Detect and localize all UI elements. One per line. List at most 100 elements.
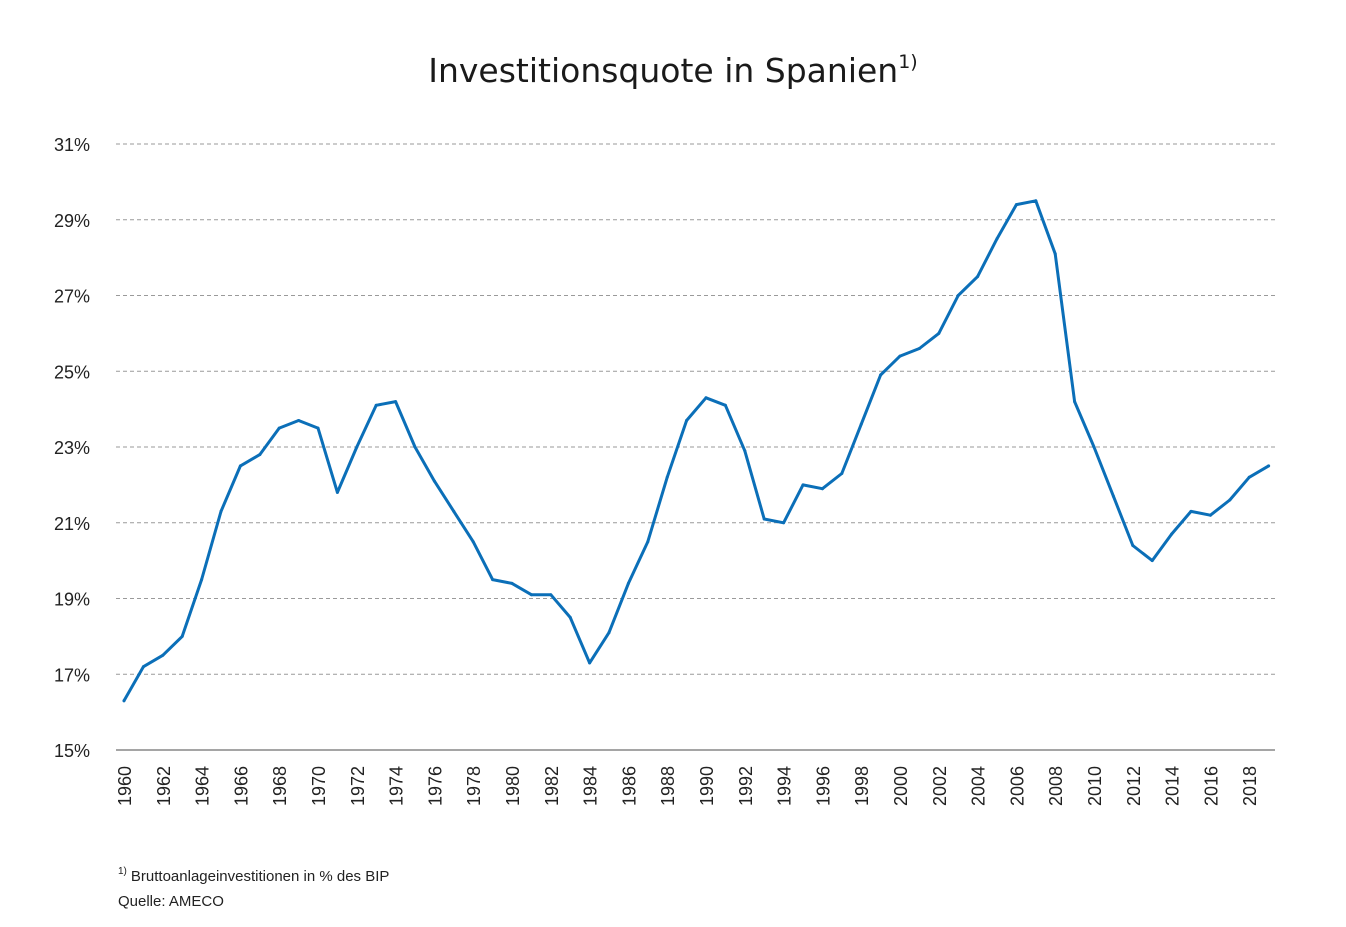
data-point — [1053, 252, 1057, 256]
data-point — [491, 578, 495, 582]
data-point — [510, 581, 514, 585]
data-point — [956, 294, 960, 297]
y-tick-label: 15% — [54, 741, 90, 761]
y-tick-label: 23% — [54, 438, 90, 458]
x-tick-label: 2006 — [1007, 766, 1027, 806]
data-point — [1247, 475, 1251, 479]
data-point — [432, 479, 436, 483]
data-point — [219, 509, 223, 513]
data-point — [1073, 400, 1077, 404]
y-tick-label: 31% — [54, 135, 90, 155]
data-point — [588, 661, 592, 665]
footnote-text: Bruttoanlageinvestitionen in % des BIP — [131, 868, 390, 885]
data-point — [782, 521, 786, 525]
x-tick-label: 1994 — [775, 766, 795, 806]
x-tick-label: 1996 — [813, 766, 833, 806]
data-point — [762, 517, 766, 521]
y-tick-label: 27% — [54, 287, 90, 307]
data-point — [1092, 445, 1096, 449]
data-point — [1034, 199, 1038, 203]
data-point — [568, 615, 572, 619]
data-point — [180, 634, 184, 638]
x-tick-label: 1972 — [348, 766, 368, 806]
data-point — [1189, 509, 1193, 513]
x-tick-label: 1980 — [503, 766, 523, 806]
data-point — [452, 509, 456, 513]
data-point — [316, 426, 320, 430]
x-tick-label: 1990 — [697, 766, 717, 806]
data-point — [607, 631, 611, 635]
y-tick-label: 21% — [54, 514, 90, 534]
data-point — [1267, 464, 1271, 468]
y-axis-ticks: 15% 17% 19% 21% 23% 25% 27% 29% 31% — [54, 135, 90, 761]
data-point — [394, 400, 398, 404]
data-point — [413, 445, 417, 449]
data-point — [161, 653, 165, 657]
data-point — [141, 665, 145, 669]
data-point — [1228, 498, 1232, 502]
x-tick-label: 1962 — [154, 766, 174, 806]
data-point — [529, 593, 533, 597]
footnote-marker: 1) — [118, 866, 127, 877]
x-tick-label: 1982 — [542, 766, 562, 806]
data-point — [258, 453, 262, 457]
x-tick-label: 1998 — [852, 766, 872, 806]
x-tick-label: 1984 — [581, 766, 601, 806]
data-point — [1111, 494, 1115, 498]
data-point — [995, 237, 999, 241]
data-point — [665, 475, 669, 479]
data-point — [801, 483, 805, 487]
x-tick-label: 1966 — [231, 766, 251, 806]
data-point — [859, 422, 863, 426]
x-tick-label: 1986 — [619, 766, 639, 806]
data-point — [200, 578, 204, 582]
data-point — [1131, 544, 1135, 547]
x-tick-label: 1970 — [309, 766, 329, 806]
chart-title-group: Investitionsquote in Spanien1) — [428, 51, 917, 90]
data-point — [549, 593, 553, 597]
data-point — [122, 699, 126, 703]
x-tick-label: 2002 — [930, 766, 950, 806]
data-point — [374, 403, 378, 407]
chart-title: Investitionsquote in Spanien — [428, 51, 898, 90]
data-point — [704, 396, 708, 400]
x-tick-label: 1976 — [425, 766, 445, 806]
x-tick-label: 1974 — [387, 766, 407, 806]
x-tick-label: 1978 — [464, 766, 484, 806]
x-tick-label: 2012 — [1124, 766, 1144, 806]
data-point — [626, 581, 630, 585]
chart-title-superscript: 1) — [898, 51, 918, 73]
series-layer — [122, 199, 1271, 703]
data-point — [820, 487, 824, 491]
x-tick-label: 2010 — [1085, 766, 1105, 806]
data-point — [1170, 532, 1174, 536]
data-point — [976, 275, 980, 279]
x-axis-ticks: 1960 1962 1964 1966 1968 1970 1972 1974 1976 1978… — [115, 766, 1260, 806]
footnote-source: Quelle: AMECO — [118, 893, 224, 910]
x-tick-label: 2004 — [969, 766, 989, 806]
data-point — [898, 354, 902, 358]
data-point — [1014, 203, 1018, 207]
x-tick-label: 2016 — [1201, 766, 1221, 806]
data-point — [937, 331, 941, 335]
y-tick-label: 29% — [54, 211, 90, 231]
x-tick-label: 1992 — [736, 766, 756, 806]
data-point — [1208, 513, 1212, 517]
x-tick-label: 1960 — [115, 766, 135, 806]
x-tick-label: 2018 — [1240, 766, 1260, 806]
x-tick-label: 2000 — [891, 766, 911, 806]
y-tick-label: 17% — [54, 665, 90, 685]
data-point — [646, 540, 650, 544]
y-tick-label: 25% — [54, 362, 90, 382]
data-point — [297, 419, 301, 422]
data-point — [238, 464, 242, 468]
data-point — [335, 490, 339, 494]
x-tick-label: 2008 — [1046, 766, 1066, 806]
data-point — [917, 347, 921, 350]
data-point — [723, 403, 727, 407]
x-tick-label: 1968 — [270, 766, 290, 806]
data-point — [685, 419, 689, 422]
x-tick-label: 1964 — [193, 766, 213, 806]
series-line — [122, 199, 1271, 703]
